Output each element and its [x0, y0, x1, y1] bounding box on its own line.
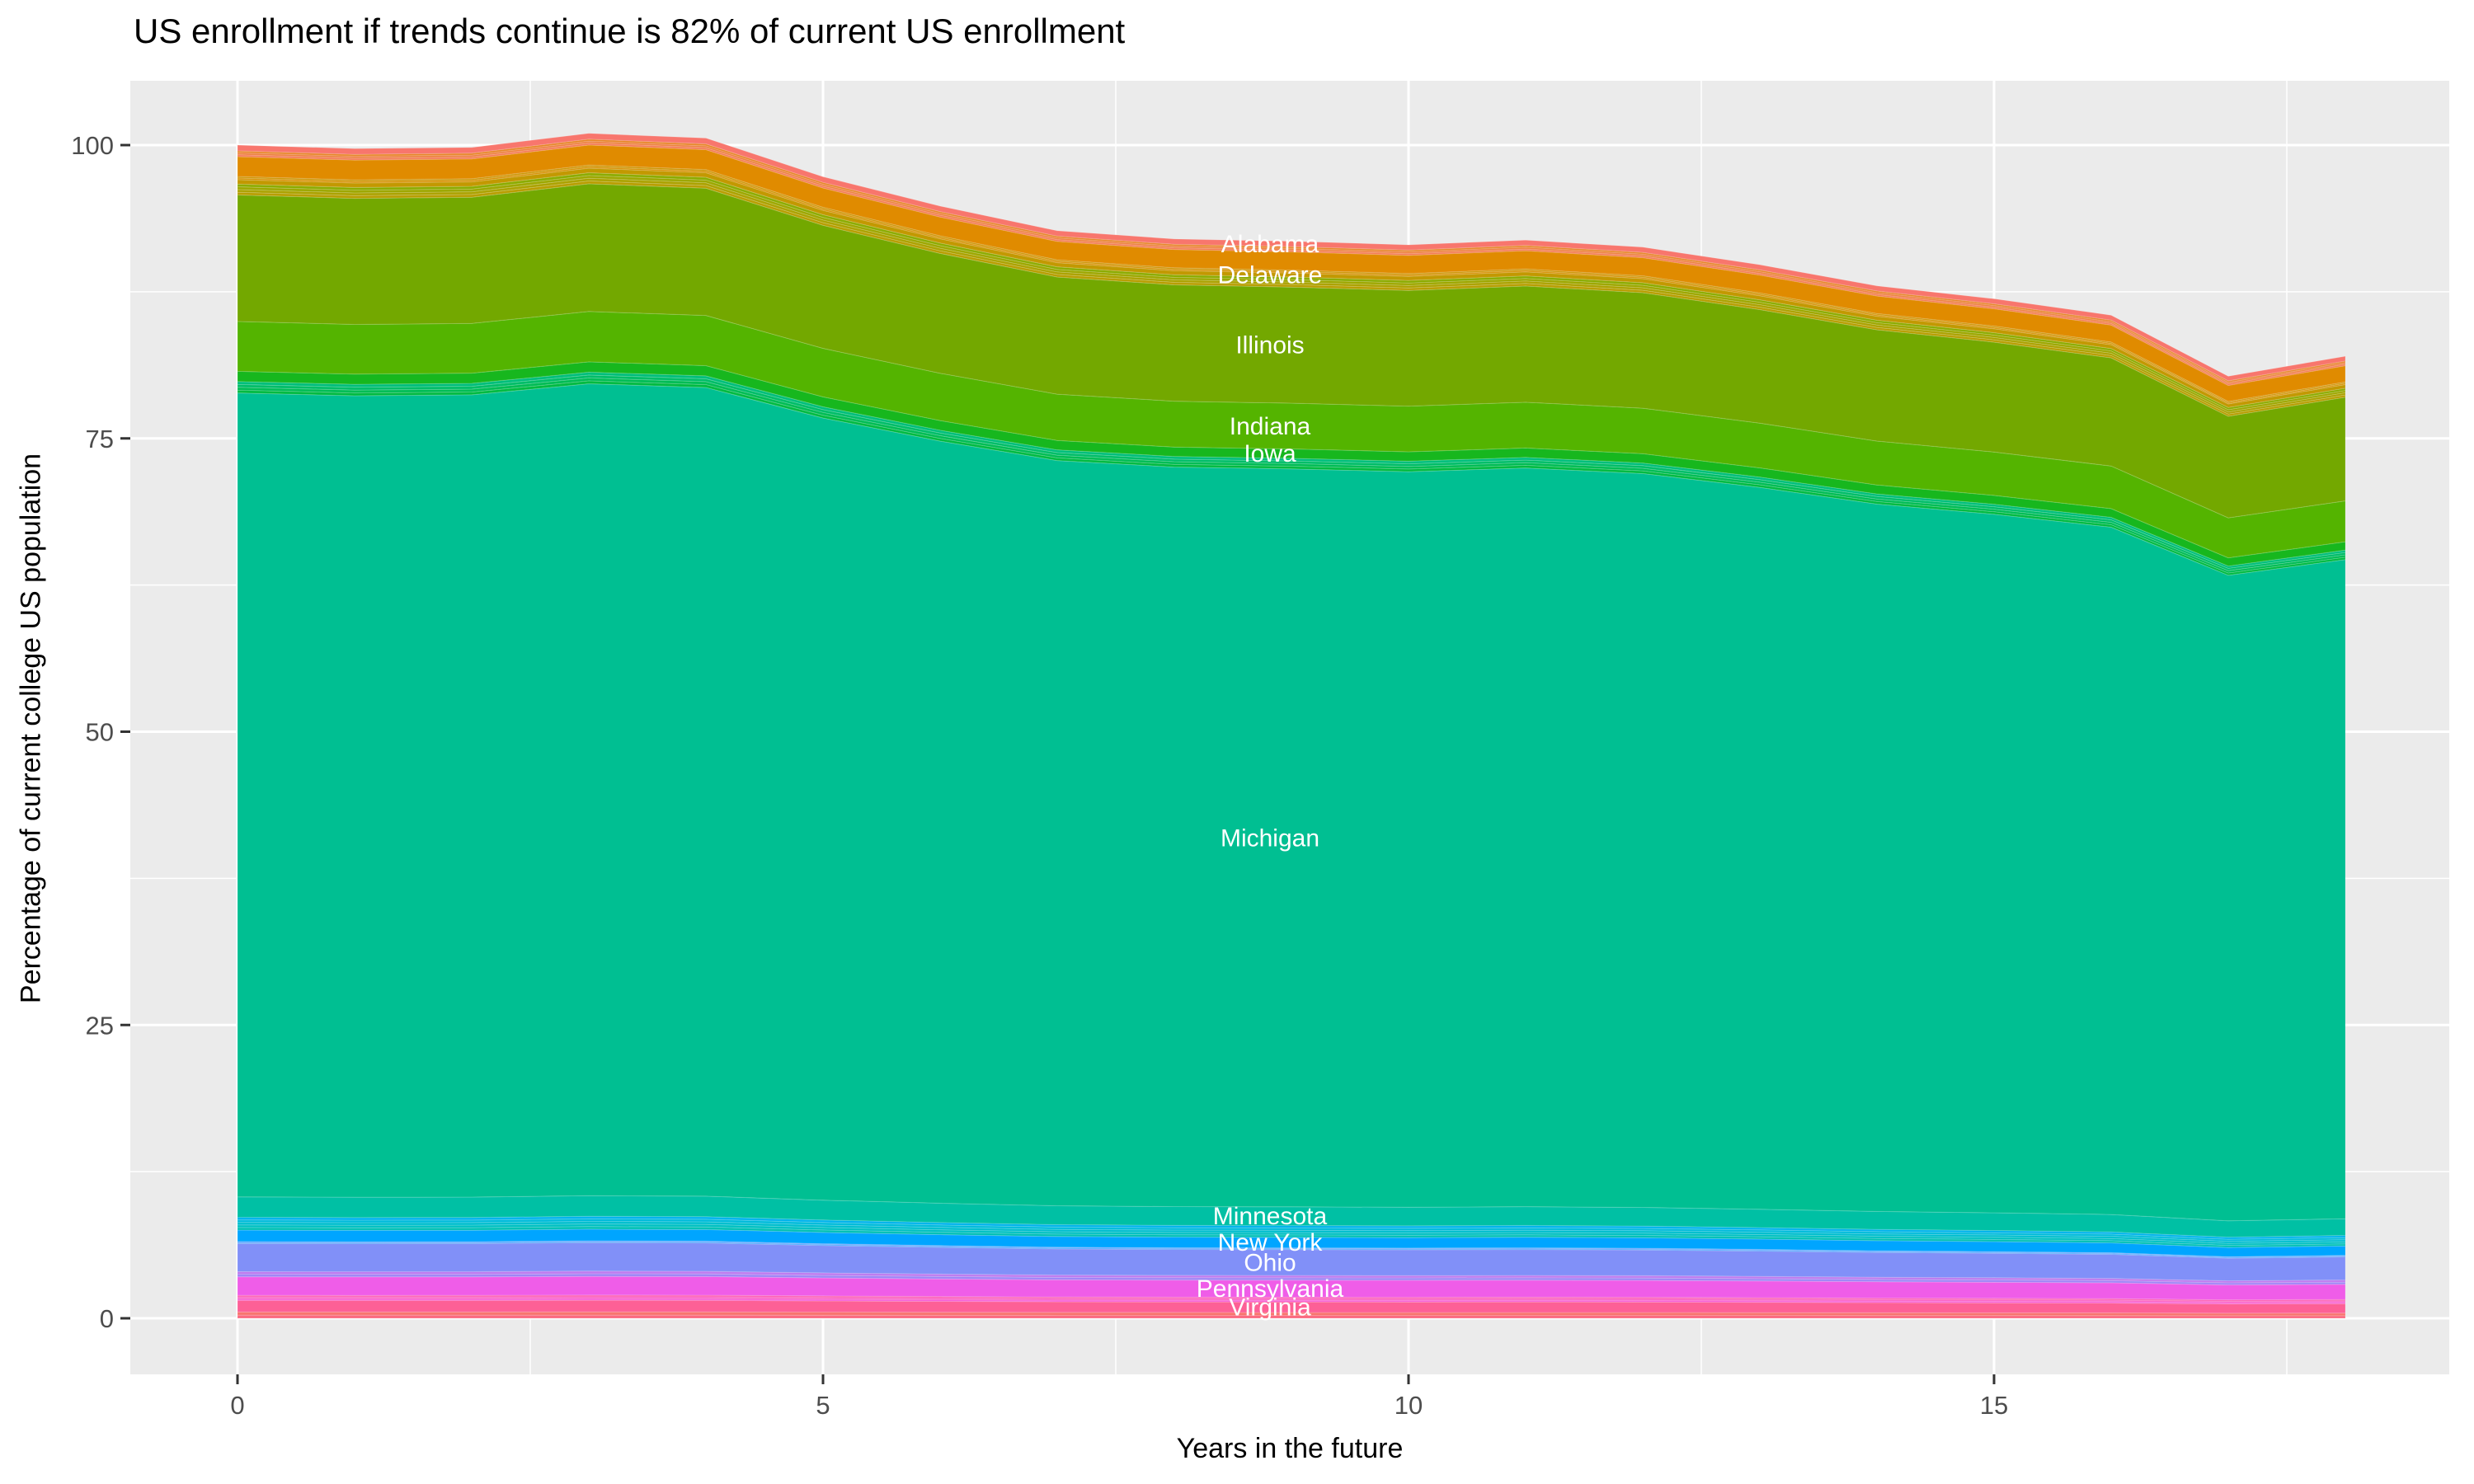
area-band-fl_id [237, 175, 2346, 413]
band-label-virginia: Virginia [1229, 1294, 1311, 1322]
area-band-wa_wy [237, 1311, 2346, 1317]
band-label-pennsylvania: Pennsylvania [1197, 1275, 1344, 1303]
x-tick-label: 15 [1980, 1391, 2008, 1420]
area-band-iowa [237, 361, 2346, 567]
area-band-ak_ar [237, 140, 2346, 385]
x-tick-label: 5 [816, 1391, 830, 1420]
area-band-ok_or [237, 1270, 2346, 1284]
band-label-illinois: Illinois [1235, 332, 1304, 359]
y-tick-label: 0 [100, 1304, 114, 1333]
area-band-nc_nd [237, 1240, 2346, 1258]
area-band-ri_vt [237, 1296, 2346, 1303]
y-tick-label: 25 [86, 1011, 114, 1040]
area-band-alabama [237, 133, 2346, 382]
x-tick-label: 0 [230, 1391, 244, 1420]
area-band-fl_id [237, 171, 2346, 411]
area-band-ak_ar [237, 139, 2346, 383]
band-label-delaware: Delaware [1218, 262, 1323, 289]
area-band-indiana [237, 311, 2346, 559]
band-label-iowa: Iowa [1244, 440, 1296, 467]
area-band-fl_id [237, 177, 2346, 415]
y-tick-label: 75 [86, 425, 114, 453]
area-band-pennsylvania [237, 1275, 2346, 1301]
area-band-ks_ma [237, 380, 2346, 576]
band-label-alabama: Alabama [1221, 231, 1319, 258]
x-tick-label: 10 [1395, 1391, 1423, 1420]
band-label-new_york: New York [1218, 1229, 1324, 1256]
y-tick-label: 50 [86, 718, 114, 747]
area-band-michigan [237, 383, 2346, 1222]
y-tick-label: 100 [71, 131, 114, 160]
area-band-minnesota [237, 1195, 2346, 1238]
band-label-indiana: Indiana [1230, 413, 1311, 440]
band-label-minnesota: Minnesota [1213, 1203, 1328, 1230]
x-axis-title: Years in the future [1176, 1433, 1404, 1464]
chart-title: US enrollment if trends continue is 82% … [134, 12, 1126, 50]
band-label-michigan: Michigan [1221, 824, 1319, 852]
band-label-ohio: Ohio [1244, 1249, 1296, 1276]
y-axis-title: Percentage of current college US populat… [15, 453, 47, 1004]
area-band-ms_nm [237, 1218, 2346, 1242]
